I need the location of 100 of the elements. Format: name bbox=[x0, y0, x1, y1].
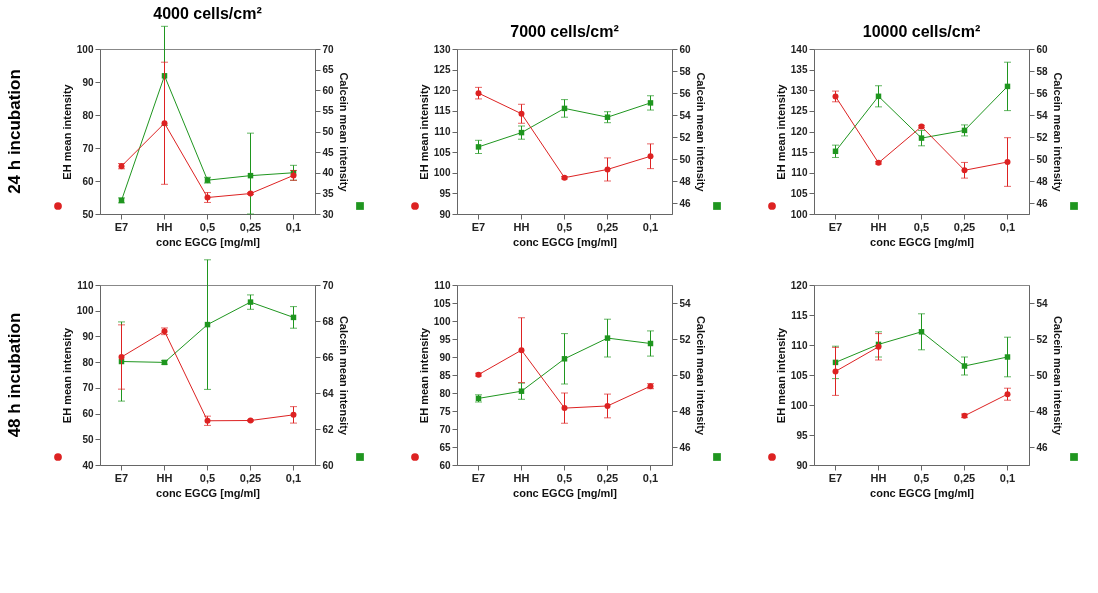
y-axis-title: EH mean intensity bbox=[60, 326, 73, 424]
y-tick-label: 100 bbox=[433, 167, 451, 179]
y2-tick-label: 70 bbox=[322, 279, 335, 291]
x-axis-title: conc EGCG [mg/ml] bbox=[156, 486, 261, 499]
y2-tick-label: 58 bbox=[1036, 65, 1049, 77]
y-tick-label: 60 bbox=[82, 408, 94, 420]
y2-axis-title: Calcein mean intensity bbox=[1051, 72, 1064, 193]
y-axis-title: EH mean intensity bbox=[774, 326, 787, 424]
x-tick-label: 0,25 bbox=[239, 471, 262, 484]
x-axis-title: conc EGCG [mg/ml] bbox=[870, 235, 975, 248]
y-tick-label: 95 bbox=[439, 187, 451, 199]
y2-tick-label: 46 bbox=[1036, 197, 1049, 209]
x-tick-label: E7 bbox=[471, 471, 486, 484]
y2-tick-label: 65 bbox=[322, 64, 335, 76]
x-axis-title: conc EGCG [mg/ml] bbox=[513, 235, 618, 248]
y2-tick-label: 70 bbox=[322, 43, 335, 55]
y-tick-label: 80 bbox=[82, 109, 94, 121]
x-tick-label: E7 bbox=[828, 220, 843, 233]
y2-tick-label: 48 bbox=[679, 405, 692, 417]
y2-tick-label: 45 bbox=[322, 146, 335, 158]
y-tick-label: 130 bbox=[433, 43, 451, 55]
y-axis-title: EH mean intensity bbox=[417, 326, 430, 424]
y2-tick-label: 60 bbox=[322, 459, 335, 471]
y2-tick-label: 30 bbox=[322, 208, 335, 220]
y2-tick-label: 46 bbox=[1036, 441, 1049, 453]
y-tick-label: 105 bbox=[433, 146, 451, 158]
y2-tick-label: 66 bbox=[322, 351, 335, 363]
x-tick-label: 0,25 bbox=[596, 220, 619, 233]
y-tick-label: 90 bbox=[439, 351, 451, 363]
y-tick-label: 70 bbox=[82, 382, 94, 394]
y2-axis-title: Calcein mean intensity bbox=[694, 315, 707, 436]
y-tick-label: 80 bbox=[82, 356, 94, 368]
x-tick-label: HH bbox=[870, 471, 887, 484]
y-tick-label: 65 bbox=[439, 441, 451, 453]
x-tick-label: 0,1 bbox=[285, 220, 302, 233]
y-tick-label: 105 bbox=[790, 369, 808, 381]
y-tick-label: 125 bbox=[790, 105, 808, 117]
y-tick-label: 135 bbox=[790, 64, 808, 76]
y2-tick-label: 56 bbox=[1036, 87, 1049, 99]
y2-tick-label: 54 bbox=[1036, 297, 1049, 309]
text: 48 h incubation bbox=[5, 312, 24, 438]
x-axis-title: conc EGCG [mg/ml] bbox=[870, 486, 975, 499]
y2-tick-label: 58 bbox=[679, 65, 692, 77]
y-tick-label: 110 bbox=[791, 167, 808, 179]
x-axis-title: conc EGCG [mg/ml] bbox=[156, 235, 261, 248]
y-tick-label: 120 bbox=[433, 84, 451, 96]
y-tick-label: 50 bbox=[82, 208, 94, 220]
x-axis-title: conc EGCG [mg/ml] bbox=[513, 486, 618, 499]
y-tick-label: 115 bbox=[434, 105, 451, 117]
x-tick-label: 0,5 bbox=[556, 471, 573, 484]
y-tick-label: 100 bbox=[790, 399, 808, 411]
x-tick-label: 0,1 bbox=[999, 220, 1016, 233]
y2-tick-label: 48 bbox=[1036, 175, 1049, 187]
x-tick-label: 0,5 bbox=[199, 220, 216, 233]
chart-title: 10000 cells/cm² bbox=[862, 23, 981, 40]
y2-tick-label: 52 bbox=[679, 333, 692, 345]
x-tick-label: 0,5 bbox=[913, 471, 930, 484]
y-tick-label: 115 bbox=[791, 146, 808, 158]
chart-title: 4000 cells/cm² bbox=[153, 4, 262, 22]
y-axis-title: EH mean intensity bbox=[774, 83, 787, 180]
y-tick-label: 50 bbox=[82, 433, 94, 445]
y-axis-title: EH mean intensity bbox=[417, 83, 430, 180]
x-tick-label: 0,5 bbox=[913, 220, 930, 233]
x-tick-label: 0,5 bbox=[556, 220, 573, 233]
x-tick-label: 0,25 bbox=[953, 471, 976, 484]
x-tick-label: E7 bbox=[471, 220, 486, 233]
y2-tick-label: 50 bbox=[679, 153, 692, 165]
x-tick-label: HH bbox=[156, 471, 173, 484]
y2-tick-label: 50 bbox=[1036, 153, 1049, 165]
y2-tick-label: 54 bbox=[1036, 109, 1049, 121]
y2-tick-label: 56 bbox=[679, 87, 692, 99]
y2-tick-label: 50 bbox=[1036, 369, 1049, 381]
y2-tick-label: 50 bbox=[679, 369, 692, 381]
y-tick-label: 110 bbox=[434, 126, 451, 137]
y2-tick-label: 60 bbox=[679, 43, 692, 55]
y2-tick-label: 52 bbox=[1036, 333, 1049, 345]
y2-tick-label: 48 bbox=[1036, 405, 1049, 417]
y-tick-label: 90 bbox=[796, 459, 808, 471]
y-tick-label: 40 bbox=[82, 459, 94, 471]
y-tick-label: 130 bbox=[790, 84, 808, 96]
y-axis-title: EH mean intensity bbox=[60, 83, 73, 180]
y2-tick-label: 35 bbox=[322, 187, 335, 199]
y-tick-label: 70 bbox=[439, 423, 451, 435]
y2-tick-label: 46 bbox=[679, 441, 692, 453]
x-tick-label: 0,1 bbox=[285, 471, 302, 484]
y-tick-label: 90 bbox=[82, 330, 94, 342]
y2-tick-label: 60 bbox=[1036, 43, 1049, 55]
y-tick-label: 90 bbox=[82, 76, 94, 88]
y2-tick-label: 64 bbox=[322, 387, 335, 399]
y2-tick-label: 48 bbox=[679, 175, 692, 187]
x-tick-label: 0,25 bbox=[596, 471, 619, 484]
y2-axis-title: Calcein mean intensity bbox=[337, 72, 350, 193]
y-tick-label: 70 bbox=[82, 142, 94, 154]
y2-tick-label: 54 bbox=[679, 109, 692, 121]
x-tick-label: E7 bbox=[114, 220, 129, 233]
y2-tick-label: 52 bbox=[679, 131, 692, 143]
y2-tick-label: 62 bbox=[322, 423, 335, 435]
y-tick-label: 100 bbox=[76, 305, 94, 317]
y-tick-label: 60 bbox=[439, 459, 451, 471]
y-tick-label: 80 bbox=[439, 387, 451, 399]
